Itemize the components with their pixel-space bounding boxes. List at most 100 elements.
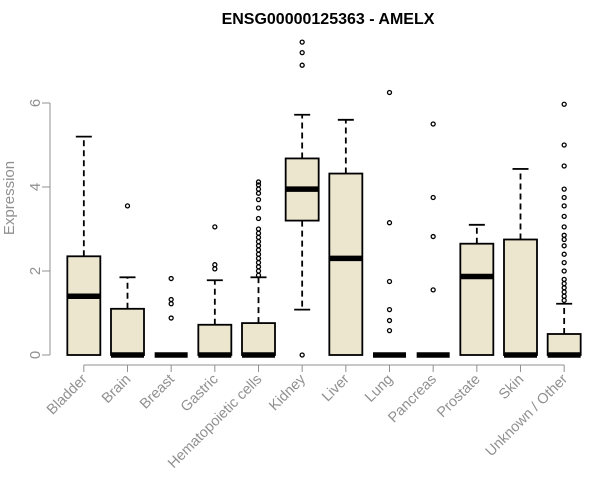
outlier-point bbox=[561, 289, 567, 295]
outlier-point bbox=[561, 297, 567, 304]
outlier-point bbox=[124, 203, 131, 209]
outlier-point bbox=[255, 205, 262, 211]
outlier-point bbox=[386, 220, 393, 226]
outlier-point bbox=[255, 186, 262, 192]
outlier-point bbox=[386, 327, 393, 334]
outlier-point bbox=[299, 352, 305, 358]
box-liver bbox=[328, 118, 364, 356]
box-brain bbox=[110, 203, 145, 358]
box-kidney bbox=[284, 39, 320, 358]
y-tick-label: 6 bbox=[27, 99, 44, 107]
box-body bbox=[459, 242, 495, 356]
outlier-point bbox=[255, 226, 262, 232]
outlier-point bbox=[561, 224, 567, 230]
y-tick-label: 2 bbox=[27, 267, 44, 275]
y-axis-label: Expression bbox=[1, 161, 18, 235]
outlier-point bbox=[255, 230, 262, 236]
outlier-point bbox=[299, 39, 305, 45]
outlier-point bbox=[561, 213, 567, 220]
outlier-point bbox=[255, 182, 262, 188]
outlier-point bbox=[386, 317, 393, 324]
x-tick-label-lung: Lung bbox=[362, 372, 396, 406]
outlier-point bbox=[561, 293, 567, 299]
outlier-point bbox=[255, 272, 262, 278]
outlier-point bbox=[430, 233, 436, 240]
box-prostate bbox=[459, 223, 495, 356]
x-tick-label-prostate: Prostate bbox=[434, 372, 483, 421]
outlier-point bbox=[386, 89, 393, 96]
outlier-point bbox=[561, 285, 567, 291]
outlier-point bbox=[168, 315, 174, 321]
y-tick-label: 0 bbox=[27, 351, 44, 359]
x-tick-label-brain: Brain bbox=[99, 372, 134, 407]
outlier-point bbox=[561, 194, 567, 201]
x-tick-label-skin: Skin bbox=[496, 372, 527, 403]
outlier-point bbox=[255, 234, 262, 241]
outlier-point bbox=[561, 186, 567, 192]
outlier-point bbox=[430, 121, 436, 127]
x-tick-label-pancreas: Pancreas bbox=[385, 372, 440, 427]
x-tick-label-kidney: Kidney bbox=[266, 371, 309, 414]
chart-title: ENSG00000125363 - AMELX bbox=[222, 11, 435, 28]
box-gastric bbox=[197, 224, 233, 358]
box-body bbox=[503, 238, 538, 356]
outlier-point bbox=[255, 251, 262, 257]
box-body bbox=[546, 333, 582, 356]
outlier-point bbox=[561, 280, 567, 287]
outlier-point bbox=[561, 232, 567, 238]
outlier-point bbox=[255, 264, 262, 270]
outlier-point bbox=[386, 306, 393, 313]
outlier-point bbox=[561, 259, 567, 266]
box-hematopoietic-cells bbox=[241, 179, 276, 358]
x-tick-label-liver: Liver bbox=[319, 371, 353, 405]
outlier-point bbox=[561, 236, 567, 243]
outlier-point bbox=[561, 243, 567, 249]
box-body bbox=[66, 255, 102, 356]
outlier-point bbox=[299, 62, 305, 68]
box-bladder bbox=[66, 135, 102, 356]
outlier-point bbox=[255, 247, 262, 253]
box-body bbox=[110, 307, 145, 356]
x-tick-label-bladder: Bladder bbox=[44, 371, 91, 418]
x-tick-label-breast: Breast bbox=[137, 372, 178, 413]
outlier-point bbox=[430, 287, 436, 293]
outlier-point bbox=[561, 142, 567, 148]
outlier-point bbox=[255, 215, 262, 222]
box-body bbox=[197, 323, 233, 356]
outlier-point bbox=[561, 276, 567, 283]
outlier-point bbox=[561, 163, 567, 169]
outlier-point bbox=[561, 251, 567, 257]
box-body bbox=[328, 172, 364, 356]
outlier-point bbox=[561, 203, 567, 209]
outlier-point bbox=[561, 101, 567, 107]
x-tick-label-unknown-other: Unknown / Other bbox=[483, 371, 571, 459]
outlier-point bbox=[255, 190, 262, 196]
box-breast bbox=[154, 275, 188, 358]
y-tick-label: 4 bbox=[27, 183, 44, 191]
outlier-point bbox=[299, 49, 305, 56]
outlier-point bbox=[168, 296, 174, 303]
outlier-point bbox=[212, 224, 218, 230]
box-unknown-other bbox=[546, 101, 582, 358]
outlier-point bbox=[212, 262, 218, 268]
outlier-point bbox=[255, 238, 262, 245]
outlier-point bbox=[168, 301, 174, 307]
box-lung bbox=[373, 89, 406, 358]
outlier-point bbox=[430, 194, 436, 201]
x-tick-label-gastric: Gastric bbox=[178, 372, 222, 416]
outlier-point bbox=[212, 266, 218, 272]
outlier-point bbox=[255, 268, 262, 274]
box-pancreas bbox=[416, 121, 450, 358]
outlier-point bbox=[255, 196, 262, 203]
box-body bbox=[241, 322, 276, 356]
outlier-point bbox=[168, 275, 174, 282]
outlier-point bbox=[255, 259, 262, 266]
y-axis: 0 2 4 6 bbox=[27, 99, 51, 359]
outlier-point bbox=[386, 278, 393, 285]
outlier-point bbox=[561, 268, 567, 274]
box-skin bbox=[503, 168, 538, 358]
box-series bbox=[66, 39, 582, 358]
outlier-point bbox=[255, 243, 262, 249]
